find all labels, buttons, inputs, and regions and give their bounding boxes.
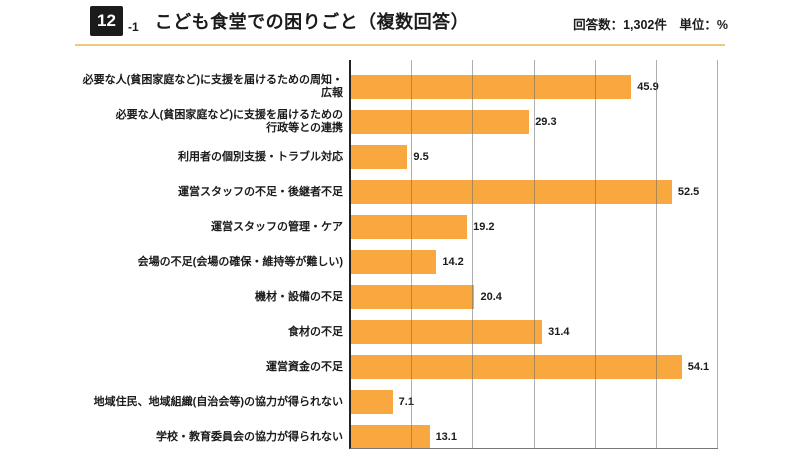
value-label: 13.1 [435, 431, 457, 443]
chart-title: こども食堂での困りごと（複数回答） [154, 11, 470, 32]
bar-track: 20.4 [349, 285, 718, 309]
bar-track: 19.2 [349, 215, 718, 239]
bar-track: 54.1 [349, 355, 718, 379]
bar [349, 250, 437, 274]
bar-row: 機材・設備の不足 20.4 [75, 285, 718, 320]
value-label: 52.5 [677, 186, 700, 198]
category-label: 学校・教育委員会の協力が得られない [156, 430, 343, 443]
category-label: 運営資金の不足 [266, 360, 343, 373]
category-label: 機材・設備の不足 [255, 290, 343, 303]
bar [349, 215, 468, 239]
value-label: 19.2 [473, 221, 495, 233]
bar [349, 285, 475, 309]
value-label: 29.3 [535, 116, 557, 128]
value-label: 54.1 [687, 361, 710, 373]
category-label: 必要な人(貧困家庭など)に支援を届けるための 行政等との連携 [115, 109, 343, 134]
question-number-badge: 12 [90, 5, 123, 36]
bar [349, 110, 530, 134]
bar [349, 75, 632, 99]
bar [349, 145, 408, 169]
category-label: 食材の不足 [288, 325, 343, 338]
bar-track: 7.1 [349, 390, 718, 414]
category-label: 会場の不足(会場の確保・維持等が難しい) [137, 255, 343, 268]
category-label: 地域住民、地域組織(自治会等)の協力が得られない [93, 395, 343, 408]
bar [349, 425, 430, 449]
bar-row: 必要な人(貧困家庭など)に支援を届けるための周知・広報 45.9 [75, 74, 718, 110]
category-label: 必要な人(貧困家庭など)に支援を届けるための周知・広報 [82, 74, 343, 99]
category-label: 運営スタッフの管理・ケア [211, 220, 343, 233]
category-label: 運営スタッフの不足・後継者不足 [178, 185, 343, 198]
value-label: 45.9 [637, 81, 659, 93]
response-count-and-unit: 回答数：1,302件 単位：% [573, 18, 728, 32]
bar-row: 会場の不足(会場の確保・維持等が難しい) 14.2 [75, 250, 718, 285]
bar-row: 食材の不足 31.4 [75, 320, 718, 355]
question-number: 12 [97, 10, 116, 30]
bar-track: 29.3 [349, 110, 718, 134]
bar [349, 180, 672, 204]
bar [349, 355, 682, 379]
bar [349, 320, 543, 344]
value-label: 7.1 [398, 396, 414, 408]
report-page: 12 -1 こども食堂での困りごと（複数回答） 回答数：1,302件 単位：% … [75, 5, 728, 449]
bar-chart: 必要な人(貧困家庭など)に支援を届けるための周知・広報 45.9 必要な人(貧困家庭… [75, 60, 718, 449]
bar-row: 利用者の個別支援・トラブル対応 9.5 [75, 145, 718, 180]
bar-row: 運営資金の不足 54.1 [75, 355, 718, 390]
header-divider [75, 44, 725, 46]
value-label: 31.4 [548, 326, 570, 338]
bar-row: 必要な人(貧困家庭など)に支援を届けるための 行政等との連携 29.3 [75, 109, 718, 145]
plot-area: 必要な人(貧困家庭など)に支援を届けるための周知・広報 45.9 必要な人(貧困家庭… [75, 60, 718, 449]
value-label: 20.4 [480, 291, 502, 303]
bar-row: 学校・教育委員会の協力が得られない 13.1 [75, 425, 718, 460]
value-label: 9.5 [413, 151, 429, 163]
bar-track: 52.5 [349, 180, 718, 204]
value-label: 14.2 [442, 256, 464, 268]
chart-header: 12 -1 こども食堂での困りごと（複数回答） [90, 5, 469, 36]
bar-row: 運営スタッフの不足・後継者不足 52.5 [75, 180, 718, 215]
bar-track: 13.1 [349, 425, 718, 449]
bar-row: 地域住民、地域組織(自治会等)の協力が得られない 7.1 [75, 390, 718, 425]
bar-track: 31.4 [349, 320, 718, 344]
question-number-suffix: -1 [128, 20, 139, 34]
bar-row: 運営スタッフの管理・ケア 19.2 [75, 215, 718, 250]
category-label: 利用者の個別支援・トラブル対応 [178, 150, 343, 163]
bar-track: 45.9 [349, 75, 718, 99]
bar-track: 14.2 [349, 250, 718, 274]
bar [349, 390, 393, 414]
bar-track: 9.5 [349, 145, 718, 169]
